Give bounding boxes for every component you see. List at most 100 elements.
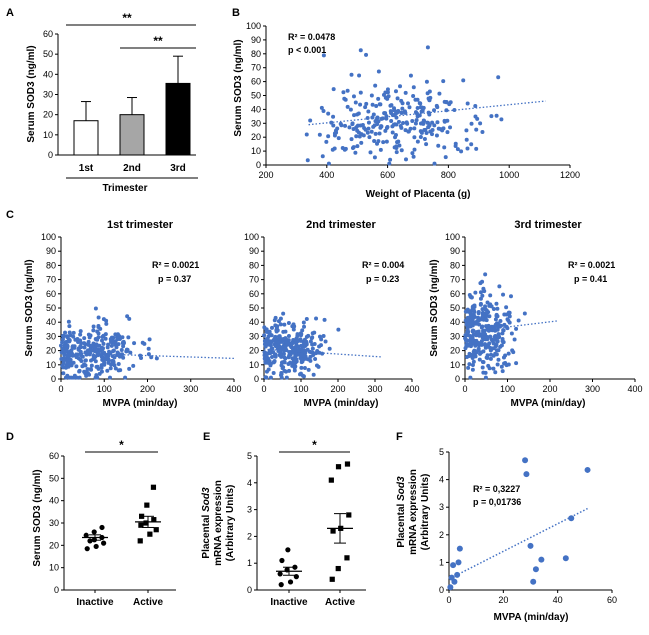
- data-point: [358, 102, 363, 107]
- data-point: [378, 147, 383, 152]
- data-point: [300, 328, 305, 333]
- data-point: [341, 90, 346, 95]
- data-point: [355, 144, 360, 149]
- data-point: [468, 311, 473, 316]
- data-point: [281, 311, 286, 316]
- data-point: [79, 345, 84, 350]
- data-point: [282, 322, 287, 327]
- panel-e-ytick-label: 3: [247, 505, 252, 515]
- data-point: [336, 327, 341, 332]
- data-point: [473, 321, 478, 326]
- panel-b-ytick-label: 10: [251, 146, 261, 156]
- data-point: [415, 106, 420, 111]
- data-point: [72, 344, 77, 349]
- panel-e-point-Active: [344, 461, 351, 467]
- panel-c3-ytick-label: 100: [445, 232, 460, 242]
- data-point: [283, 356, 288, 361]
- data-point: [495, 306, 500, 311]
- data-point: [65, 343, 70, 348]
- data-point: [117, 334, 122, 339]
- data-point: [466, 365, 471, 370]
- data-point: [377, 131, 382, 136]
- data-point: [375, 141, 380, 146]
- panel-c2-ytick-label: 70: [249, 275, 259, 285]
- data-point: [109, 343, 114, 348]
- panel-b-xtick-label: 1200: [560, 170, 580, 180]
- data-point: [365, 115, 370, 120]
- data-point: [292, 365, 297, 370]
- data-point: [321, 53, 326, 58]
- data-point: [319, 337, 324, 342]
- data-point: [390, 130, 395, 135]
- data-point: [484, 308, 489, 313]
- data-point: [491, 341, 496, 346]
- data-point: [376, 96, 381, 101]
- data-point: [489, 304, 494, 309]
- panel-a-ytick-label: 30: [43, 90, 53, 100]
- panel-f-ylabel-line-3: (Arbitrary Units): [420, 474, 431, 551]
- data-point: [295, 352, 300, 357]
- data-point: [263, 360, 268, 365]
- data-point: [331, 87, 336, 92]
- data-point: [364, 52, 369, 57]
- data-point: [381, 140, 386, 145]
- panel-e-point-Inactive: [287, 579, 294, 585]
- panel-e-ytick-label: 2: [247, 531, 252, 541]
- data-point: [302, 341, 307, 346]
- panel-d-point-Inactive: [87, 538, 93, 544]
- data-point: [321, 334, 326, 339]
- data-point: [67, 338, 72, 343]
- data-point: [481, 312, 486, 317]
- panel-b-xtick-label: 800: [441, 170, 456, 180]
- data-point: [388, 157, 393, 162]
- data-point: [500, 339, 505, 344]
- data-point: [356, 111, 361, 116]
- data-point: [64, 365, 69, 370]
- panel-c2-scatter: 2nd trimester MVPA (min/day) R² = 0.004 …: [303, 219, 404, 409]
- data-point: [351, 145, 356, 150]
- data-point: [487, 366, 492, 371]
- data-point: [304, 132, 309, 137]
- data-point: [385, 87, 390, 92]
- panel-d-point-Inactive: [101, 540, 107, 546]
- data-point: [504, 363, 509, 368]
- panel-c1-title: 1st trimester: [107, 219, 174, 231]
- data-point: [308, 339, 313, 344]
- data-point: [412, 147, 417, 152]
- data-point: [113, 339, 118, 344]
- data-point: [358, 90, 363, 95]
- data-point: [480, 307, 485, 312]
- data-point: [93, 345, 98, 350]
- data-point: [126, 335, 131, 340]
- data-point: [488, 356, 493, 361]
- data-point: [398, 84, 403, 89]
- panel-e-category-label: Active: [325, 597, 355, 608]
- panel-f-annotation-p: p = 0,01736: [473, 497, 521, 507]
- data-point: [147, 337, 152, 342]
- data-point: [496, 335, 501, 340]
- data-point: [465, 342, 470, 347]
- data-point: [396, 119, 401, 124]
- panel-c1-axes: 0 10 20 30 40 50 60 70 80 90 100 0 100 200 300 400: [41, 232, 242, 394]
- data-point: [310, 342, 315, 347]
- panel-b-xtick-label: 1000: [499, 170, 519, 180]
- data-point: [464, 128, 469, 133]
- data-point: [104, 318, 109, 323]
- data-point: [401, 121, 406, 126]
- data-point: [306, 333, 311, 338]
- panel-c2-axes: 0 10 20 30 40 50 60 70 80 90 100 0 100 200 300 400: [244, 232, 420, 394]
- data-point: [67, 324, 72, 329]
- data-point: [279, 373, 284, 378]
- panel-label-a: A: [6, 7, 14, 19]
- data-point: [489, 347, 494, 352]
- data-point: [390, 113, 395, 118]
- panel-d-point-Active: [139, 513, 145, 519]
- data-point: [283, 336, 288, 341]
- data-point: [501, 292, 506, 297]
- data-point: [480, 129, 485, 134]
- data-point: [484, 313, 489, 318]
- data-point: [482, 289, 487, 294]
- data-point: [347, 125, 352, 130]
- panel-b-ytick-label: 40: [251, 104, 261, 114]
- data-point: [471, 359, 476, 364]
